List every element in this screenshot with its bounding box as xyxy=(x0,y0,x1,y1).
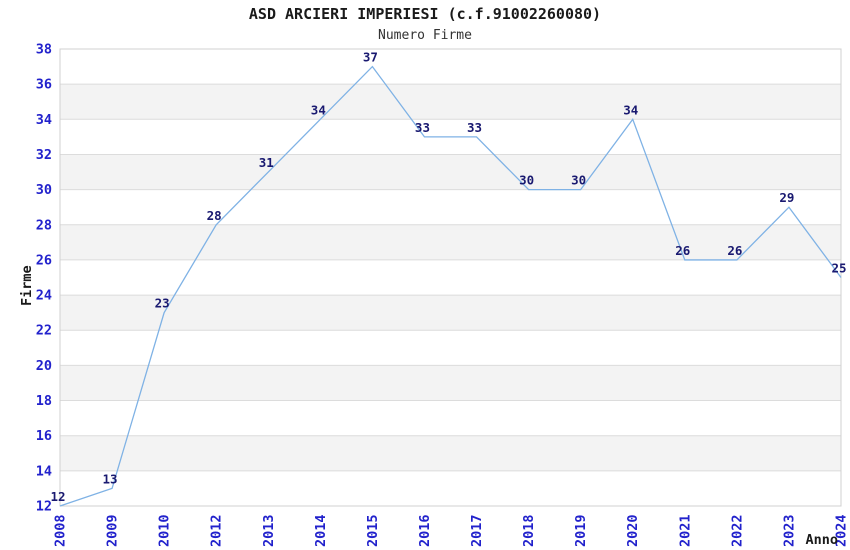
data-point-label: 25 xyxy=(831,261,846,276)
data-point-label: 13 xyxy=(103,471,118,486)
plot-band xyxy=(60,435,841,471)
chart-subtitle: Numero Firme xyxy=(378,28,472,43)
data-point-label: 37 xyxy=(363,50,378,65)
x-tick-label: 2013 xyxy=(261,514,277,547)
plot-band xyxy=(60,224,841,260)
data-point-label: 31 xyxy=(259,155,274,170)
plot-band xyxy=(60,365,841,401)
y-tick-label: 30 xyxy=(36,182,52,198)
data-point-label: 26 xyxy=(675,243,690,258)
data-point-label: 33 xyxy=(467,120,482,135)
y-tick-label: 20 xyxy=(36,358,52,374)
y-tick-label: 24 xyxy=(36,288,52,304)
data-point-label: 34 xyxy=(623,102,638,117)
data-point-label: 26 xyxy=(727,243,742,258)
chart-title: ASD ARCIERI IMPERIESI (c.f.91002260080) xyxy=(248,5,602,23)
x-tick-label: 2023 xyxy=(781,514,797,547)
x-tick-label: 2018 xyxy=(521,514,537,547)
data-point-label: 12 xyxy=(50,489,65,504)
data-line xyxy=(59,65,842,507)
y-tick-label: 14 xyxy=(36,463,52,479)
x-tick-label: 2019 xyxy=(573,514,589,547)
y-tick-label: 28 xyxy=(36,217,52,233)
data-point-label: 34 xyxy=(311,102,326,117)
y-tick-label: 32 xyxy=(36,147,52,163)
data-point-label: 23 xyxy=(155,296,170,311)
y-tick-label: 26 xyxy=(36,252,52,268)
y-tick-label: 38 xyxy=(36,42,52,58)
x-tick-label: 2015 xyxy=(365,514,381,547)
data-point-label: 28 xyxy=(207,208,222,223)
y-tick-label: 34 xyxy=(36,112,52,128)
x-tick-label: 2016 xyxy=(417,514,433,547)
y-tick-label: 36 xyxy=(36,77,52,93)
y-tick-label: 16 xyxy=(36,428,52,444)
x-tick-label: 2017 xyxy=(469,514,485,547)
y-tick-label: 12 xyxy=(36,499,52,515)
x-tick-label: 2014 xyxy=(313,514,329,547)
data-point-label: 29 xyxy=(779,190,794,205)
plot-band xyxy=(60,154,841,190)
data-point-label: 33 xyxy=(415,120,430,135)
x-axis-title: Anno xyxy=(805,532,838,548)
data-point-label: 30 xyxy=(571,173,586,188)
y-tick-label: 18 xyxy=(36,393,52,409)
y-axis-title: Firme xyxy=(19,265,35,306)
plot-band xyxy=(60,295,841,331)
plot-band xyxy=(60,84,841,120)
x-tick-label: 2012 xyxy=(209,514,225,547)
x-tick-label: 2008 xyxy=(53,514,69,547)
x-tick-label: 2009 xyxy=(105,514,121,547)
x-tick-label: 2022 xyxy=(729,514,745,547)
x-tick-label: 2010 xyxy=(157,514,173,547)
x-tick-label: 2024 xyxy=(834,514,850,547)
data-point-label: 30 xyxy=(519,173,534,188)
x-tick-label: 2020 xyxy=(625,514,641,547)
x-tick-label: 2021 xyxy=(677,514,693,547)
y-tick-label: 22 xyxy=(36,323,52,339)
